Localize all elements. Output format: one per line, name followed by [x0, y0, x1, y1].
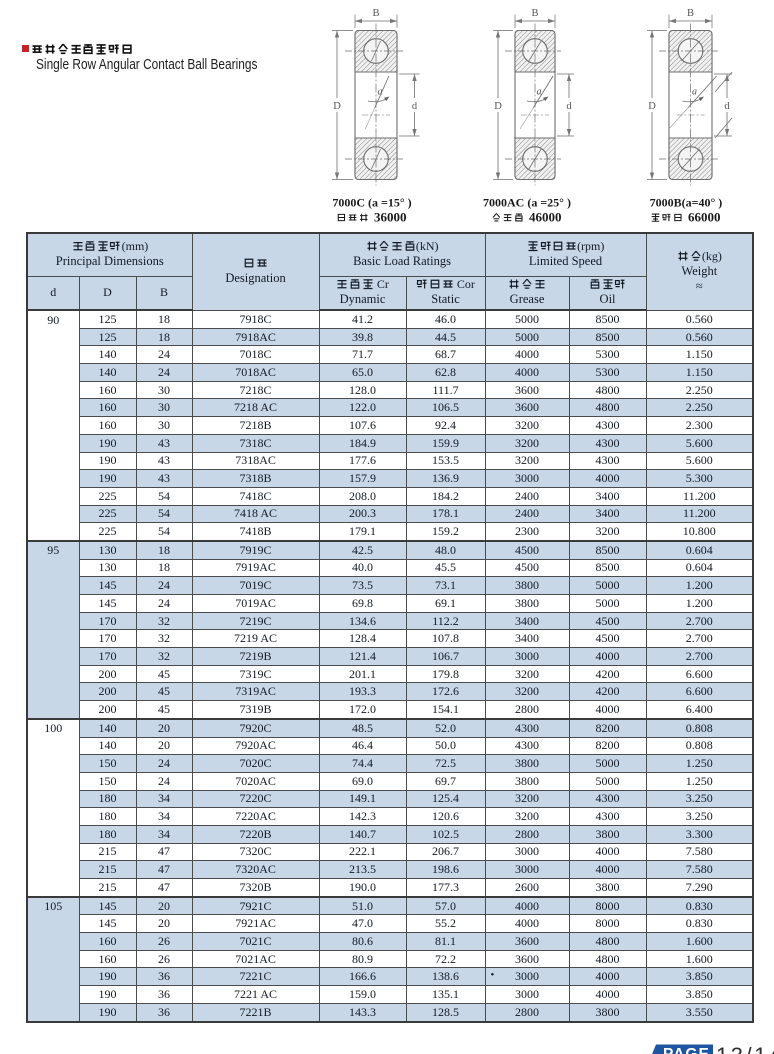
svg-text:7000AC (a =25° ): 7000AC (a =25° ) [483, 196, 571, 210]
svg-text:d: d [412, 101, 418, 112]
svg-text:a: a [537, 87, 542, 98]
svg-text:13/14: 13/14 [716, 1043, 774, 1054]
svg-text:a: a [692, 87, 697, 98]
svg-text:D: D [333, 101, 341, 112]
svg-text:B: B [531, 8, 538, 19]
svg-text:7000B(a=40° ): 7000B(a=40° ) [650, 196, 723, 210]
svg-text:a: a [378, 87, 383, 98]
svg-text:36000: 36000 [374, 210, 407, 225]
svg-text:7000C (a =15° ): 7000C (a =15° ) [332, 196, 411, 210]
svg-text:B: B [687, 8, 694, 19]
svg-text:d: d [566, 101, 572, 112]
svg-text:D: D [648, 101, 656, 112]
svg-text:D: D [494, 101, 502, 112]
svg-text:B: B [372, 8, 379, 19]
svg-text:PAGE: PAGE [663, 1046, 710, 1054]
svg-text:66000: 66000 [688, 210, 721, 225]
svg-text:d: d [724, 101, 730, 112]
svg-text:46000: 46000 [529, 210, 562, 225]
